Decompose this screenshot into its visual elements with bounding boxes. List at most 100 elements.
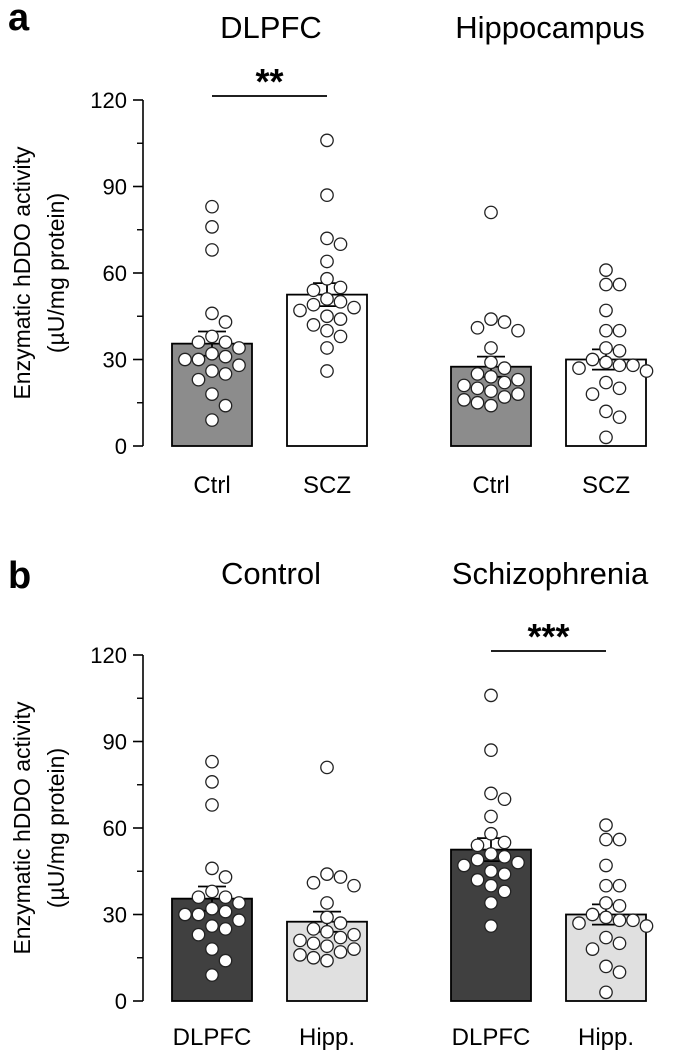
data-point (293, 303, 307, 318)
data-point (218, 398, 233, 413)
data-point (205, 775, 219, 789)
data-point (191, 907, 206, 922)
data-point (293, 933, 307, 948)
data-point (205, 901, 219, 916)
data-point (497, 361, 512, 375)
data-point (320, 924, 334, 939)
data-point (306, 283, 321, 298)
data-point (306, 875, 321, 890)
data-point (585, 387, 600, 401)
y-axis-unit-label: (µU/mg protein) (43, 193, 69, 353)
data-point (626, 358, 640, 373)
data-point (470, 381, 485, 396)
data-point (612, 323, 627, 338)
data-point (218, 922, 233, 936)
data-point (585, 352, 600, 367)
data-point (347, 942, 361, 956)
data-point (612, 832, 627, 847)
data-point (599, 277, 613, 292)
data-point (205, 387, 219, 401)
data-point (599, 263, 613, 277)
data-point (612, 878, 627, 893)
data-point (497, 867, 512, 881)
data-point (484, 826, 498, 841)
data-point (599, 323, 613, 338)
y-tick-label: 30 (103, 903, 127, 928)
y-tick-label: 30 (103, 348, 127, 373)
data-point (205, 861, 219, 876)
data-point (484, 688, 498, 703)
data-point (333, 237, 348, 252)
data-point (205, 199, 219, 214)
data-point (218, 335, 233, 350)
data-point (484, 205, 498, 220)
data-point (320, 188, 334, 202)
data-point (320, 254, 334, 269)
data-point (612, 277, 627, 292)
data-point (484, 312, 498, 326)
group-title: DLPFC (220, 10, 322, 45)
data-point (612, 343, 627, 358)
data-point (599, 985, 613, 1000)
data-point (470, 320, 485, 335)
group-title: Hippocampus (455, 10, 645, 45)
data-point (484, 369, 498, 384)
data-point (205, 884, 219, 899)
data-point (320, 896, 334, 910)
y-tick-label: 0 (115, 434, 127, 459)
data-point (484, 847, 498, 861)
data-point (293, 948, 307, 962)
data-point (484, 878, 498, 893)
data-point (497, 792, 512, 807)
data-point (612, 936, 627, 951)
y-tick-label: 0 (115, 989, 127, 1014)
data-point (484, 809, 498, 824)
data-point (457, 858, 471, 873)
data-point (572, 361, 586, 375)
data-point (599, 303, 613, 318)
data-point (205, 754, 219, 769)
data-point (612, 965, 627, 980)
data-point (511, 387, 525, 401)
data-point (484, 743, 498, 758)
data-point (470, 367, 485, 381)
x-category-label: Ctrl (472, 472, 509, 499)
data-point (599, 818, 613, 832)
data-point (511, 855, 525, 870)
data-point (612, 381, 627, 396)
data-point (218, 904, 233, 919)
data-point (497, 375, 512, 390)
significance-stars: ** (255, 61, 283, 102)
data-point (599, 878, 613, 893)
x-category-label: SCZ (303, 472, 351, 499)
data-point (599, 858, 613, 873)
x-category-label: DLPFC (452, 1024, 531, 1051)
panel-a: a DLPFC Hippocampus Enzymatic hDDO activity… (8, 0, 654, 499)
y-tick-label: 120 (90, 643, 127, 668)
x-category-label: DLPFC (173, 1024, 252, 1051)
data-point (320, 133, 334, 148)
data-point (191, 890, 206, 905)
data-point (333, 280, 348, 295)
data-point (612, 898, 627, 913)
data-point (191, 927, 206, 942)
data-point (320, 867, 334, 881)
data-point (320, 323, 334, 338)
data-point (511, 323, 525, 338)
data-point (333, 930, 348, 945)
data-point (612, 358, 627, 373)
data-point (205, 968, 219, 982)
data-point (205, 364, 219, 378)
data-point (599, 832, 613, 847)
data-point (457, 378, 471, 393)
data-point (320, 231, 334, 246)
data-point (205, 220, 219, 234)
data-point (205, 413, 219, 427)
data-point (599, 430, 613, 445)
data-point (347, 927, 361, 942)
data-point (599, 404, 613, 419)
data-point (191, 372, 206, 387)
data-point (599, 959, 613, 974)
panel-letter: b (8, 555, 31, 597)
